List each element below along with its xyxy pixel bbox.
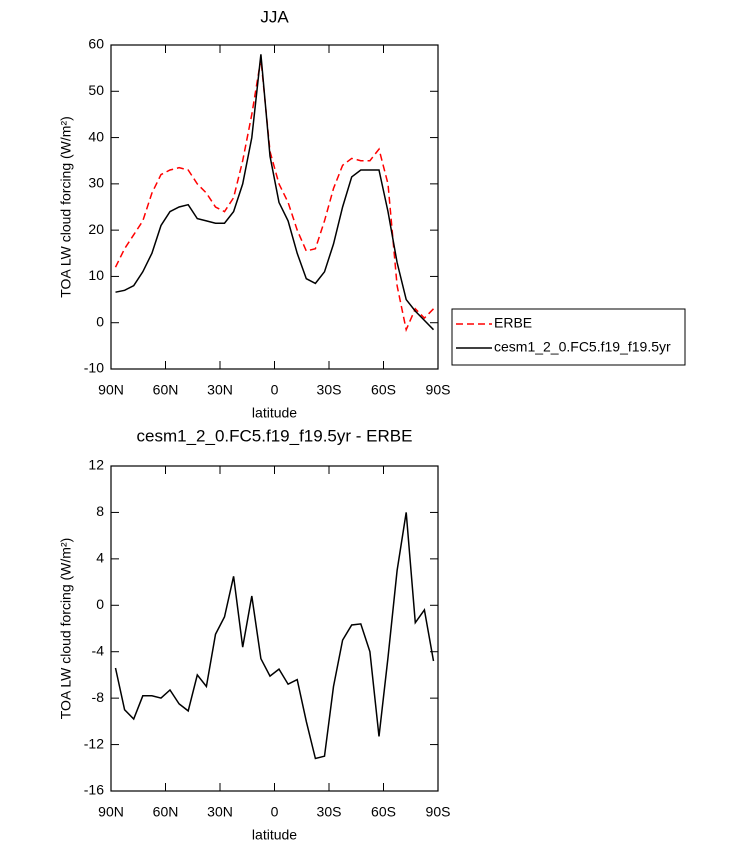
x-tick-label: 60S — [371, 804, 396, 820]
y-tick-label: 60 — [88, 36, 104, 52]
plot-frame — [110, 465, 439, 792]
data-line — [114, 58, 435, 333]
y-tick-label: -10 — [84, 360, 104, 376]
y-tick-label: 0 — [96, 596, 104, 612]
chart-title: cesm1_2_0.FC5.f19_f19.5yr - ERBE — [137, 426, 413, 445]
y-tick-label: 20 — [88, 221, 104, 237]
y-tick-label: 12 — [88, 457, 104, 473]
y-tick-label: 40 — [88, 128, 104, 144]
x-tick-label: 30S — [317, 382, 342, 398]
y-axis-label: TOA LW cloud forcing (W/m²) — [58, 538, 74, 720]
x-tick-label: 30N — [207, 804, 233, 820]
x-tick-label: 60S — [371, 382, 396, 398]
x-tick-label: 30S — [317, 804, 342, 820]
x-tick-label: 90S — [426, 804, 451, 820]
x-tick-label: 30N — [207, 382, 233, 398]
y-axis-label: TOA LW cloud forcing (W/m²) — [58, 116, 74, 298]
legend-label: ERBE — [494, 315, 532, 331]
y-tick-label: -4 — [92, 642, 105, 658]
chart-title: JJA — [260, 7, 289, 26]
y-tick-label: 30 — [88, 175, 104, 191]
y-tick-label: -16 — [84, 782, 104, 798]
y-tick-label: 0 — [96, 313, 104, 329]
y-tick-label: 10 — [88, 267, 104, 283]
y-tick-label: 8 — [96, 503, 104, 519]
y-tick-label: 4 — [96, 550, 104, 566]
y-tick-label: -12 — [84, 735, 104, 751]
y-tick-label: -8 — [92, 689, 105, 705]
x-tick-label: 0 — [271, 382, 279, 398]
x-tick-label: 90N — [98, 382, 124, 398]
x-tick-label: 0 — [271, 804, 279, 820]
legend-box — [451, 308, 686, 366]
data-line — [114, 512, 435, 760]
data-line — [115, 54, 435, 331]
x-tick-label: 90N — [98, 804, 124, 820]
plot-frame — [110, 44, 439, 370]
y-tick-label: 50 — [88, 82, 104, 98]
x-tick-label: 60N — [153, 804, 179, 820]
x-axis-label: latitude — [252, 405, 297, 421]
x-tick-label: 60N — [153, 382, 179, 398]
legend-label: cesm1_2_0.FC5.f19_f19.5yr — [494, 339, 671, 355]
x-tick-label: 90S — [426, 382, 451, 398]
x-axis-label: latitude — [252, 827, 297, 843]
